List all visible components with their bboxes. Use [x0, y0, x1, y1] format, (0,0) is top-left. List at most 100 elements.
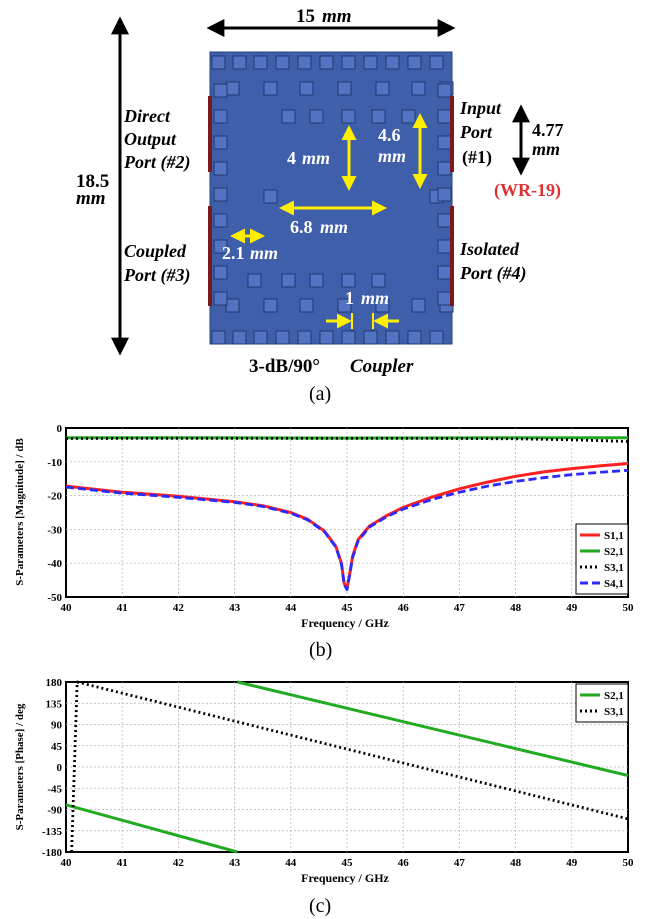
post-36 [281, 109, 296, 124]
post-60 [437, 161, 452, 176]
x-tick-label: 49 [566, 857, 578, 869]
post-56 [213, 291, 228, 306]
post-8 [297, 55, 312, 70]
x-tick-label: 49 [566, 602, 578, 614]
ticks-b: 40 41 42 43 44 45 46 47 48 49 50 0 -10 -20 -30 -40 -50 [47, 423, 634, 614]
x-tick-label: 40 [61, 602, 73, 614]
series-line-S2-1 [65, 680, 629, 854]
magnitude-chart: 40 41 42 43 44 45 46 47 48 49 50 0 -10 -20 -30 -40 -50 S… [14, 423, 634, 661]
isolated-port-label-1: Isolated [459, 239, 520, 259]
x-tick-label: 46 [398, 857, 410, 869]
y-axis-label-c: S-Parameters [Phase] / deg [14, 703, 26, 830]
y-tick-label: 0 [57, 762, 63, 774]
post-44 [281, 273, 296, 288]
post-47 [371, 273, 386, 288]
series-c [65, 680, 629, 854]
port-4-edge [450, 206, 454, 306]
post-33 [375, 298, 390, 313]
coupler-caption-bold: 3-dB/90° [249, 356, 320, 377]
legend-label: S4,1 [604, 578, 624, 590]
x-tick-label: 42 [173, 857, 185, 869]
post-29 [225, 298, 240, 313]
y-tick-label: 0 [57, 423, 63, 435]
x-tick-label: 50 [623, 857, 635, 869]
port-2-edge [208, 96, 212, 172]
x-tick-label: 43 [229, 602, 241, 614]
posts-group [211, 55, 454, 345]
caption-a: (a) [309, 383, 331, 405]
legend-label: S3,1 [604, 706, 624, 718]
post-21 [429, 330, 444, 345]
y-tick-label: -30 [47, 524, 62, 536]
x-tick-label: 47 [454, 602, 466, 614]
post-14 [363, 55, 378, 70]
post-46 [341, 273, 356, 288]
post-3 [232, 330, 247, 345]
post-6 [275, 55, 290, 70]
legend-b: S1,1 S2,1 S3,1 S4,1 [575, 523, 629, 595]
dim-46mm-unit: mm [378, 146, 406, 166]
post-4 [253, 55, 268, 70]
y-axis-label-b: S-Parameters [Magnitude] / dB [14, 438, 26, 586]
post-61 [437, 187, 452, 202]
post-10 [319, 55, 334, 70]
post-43 [247, 273, 262, 288]
post-5 [253, 330, 268, 345]
post-65 [437, 291, 452, 306]
post-55 [213, 265, 228, 280]
x-tick-label: 43 [229, 857, 241, 869]
x-tick-label: 46 [398, 602, 410, 614]
port-3-edge [208, 206, 212, 306]
post-18 [407, 55, 422, 70]
x-tick-label: 45 [342, 857, 354, 869]
legend-label: S3,1 [604, 562, 624, 574]
post-54 [213, 239, 228, 254]
coupled-port-label-2: Port (#3) [123, 265, 191, 286]
post-52 [213, 187, 228, 202]
x-tick-label: 48 [510, 857, 522, 869]
y-tick-label: 180 [46, 677, 63, 689]
x-tick-label: 45 [342, 602, 354, 614]
x-tick-label: 48 [510, 602, 522, 614]
dim-4mm-value: 4 [287, 148, 296, 168]
x-tick-label: 44 [285, 857, 297, 869]
post-23 [263, 81, 278, 96]
isolated-port-label-2: Port (#4) [459, 263, 527, 284]
dim-1mm-unit: mm [361, 288, 389, 308]
y-tick-label: -180 [42, 847, 63, 859]
x-tick-label: 40 [61, 857, 73, 869]
x-tick-label: 42 [173, 602, 185, 614]
dim-4mm-unit: mm [302, 148, 330, 168]
x-tick-label: 47 [454, 857, 466, 869]
y-tick-label: 90 [51, 720, 63, 732]
y-tick-label: -50 [47, 592, 62, 604]
direct-port-label-1: Direct [123, 106, 171, 126]
coupled-port-label-1: Coupled [124, 241, 187, 261]
waveguide-name: (WR-19) [494, 180, 561, 201]
legend-label: S2,1 [604, 546, 624, 558]
height-unit: mm [76, 188, 106, 209]
input-port-label-2: Port [459, 122, 493, 142]
x-axis-label-b: Frequency / GHz [301, 616, 389, 630]
x-tick-label: 44 [285, 602, 297, 614]
width-unit: mm [322, 6, 352, 27]
post-15 [363, 330, 378, 345]
post-63 [437, 239, 452, 254]
post-64 [437, 265, 452, 280]
post-53 [213, 213, 228, 228]
caption-c: (c) [309, 895, 331, 917]
y-tick-label: -90 [47, 805, 62, 817]
post-57 [437, 83, 452, 98]
y-tick-label: -45 [47, 783, 62, 795]
y-tick-label: -20 [47, 491, 62, 503]
waveguide-unit: mm [532, 139, 560, 159]
post-30 [263, 298, 278, 313]
post-39 [371, 109, 386, 124]
dim-46mm-value: 4.6 [378, 125, 401, 145]
dim-21mm-unit: mm [250, 243, 278, 263]
post-32 [337, 298, 352, 313]
post-50 [213, 135, 228, 150]
coupler-diagram: 15 mm 18.5 mm Direct Output Port (#2) Co… [76, 6, 564, 405]
direct-port-label-3: Port (#2) [123, 152, 191, 173]
